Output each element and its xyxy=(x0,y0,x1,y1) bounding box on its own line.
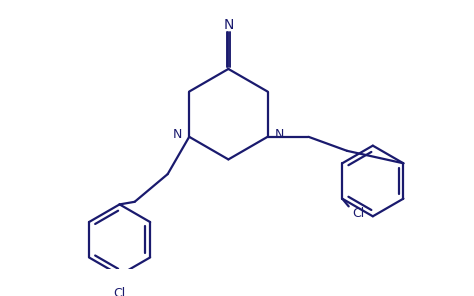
Text: N: N xyxy=(173,128,182,141)
Text: Cl: Cl xyxy=(353,207,365,220)
Text: Cl: Cl xyxy=(113,287,126,296)
Text: N: N xyxy=(275,128,284,141)
Text: N: N xyxy=(223,17,234,32)
